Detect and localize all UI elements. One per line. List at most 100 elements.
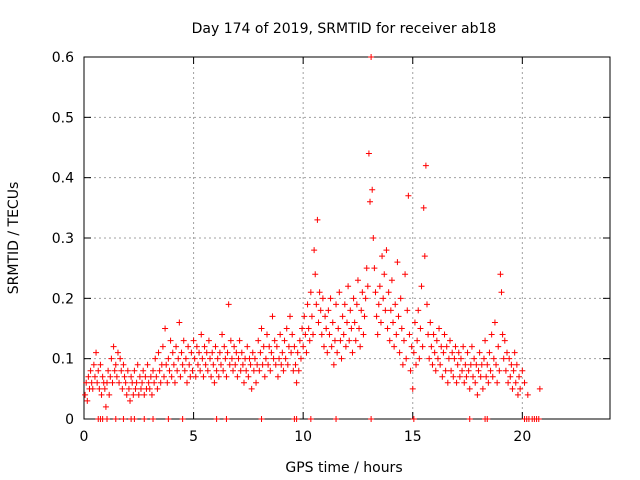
data-point (361, 313, 368, 320)
data-point (253, 379, 260, 386)
data-point (508, 361, 515, 368)
data-point (428, 343, 435, 350)
data-point (91, 373, 98, 380)
data-point (314, 216, 321, 223)
data-point (473, 361, 480, 368)
data-point (380, 295, 387, 302)
data-point (280, 367, 287, 374)
data-point (211, 379, 218, 386)
data-point (410, 349, 417, 356)
data-point (431, 349, 438, 356)
data-point (290, 367, 297, 374)
y-tick-label: 0.2 (52, 291, 74, 307)
data-point (179, 416, 186, 422)
data-point (486, 349, 493, 356)
data-point (127, 397, 134, 404)
data-point (213, 416, 220, 422)
data-point (228, 355, 235, 362)
data-point (279, 349, 286, 356)
data-point (119, 385, 126, 392)
data-point (174, 367, 181, 374)
data-point (231, 343, 238, 350)
data-point (176, 319, 183, 326)
data-point (289, 331, 296, 338)
data-point (238, 349, 245, 356)
data-point (267, 367, 274, 374)
data-point (395, 313, 402, 320)
data-point (417, 325, 424, 332)
data-point (398, 325, 405, 332)
data-point (213, 367, 220, 374)
data-point (387, 307, 394, 314)
data-point (340, 331, 347, 338)
data-point (292, 361, 299, 368)
data-point (323, 325, 330, 332)
data-point (120, 361, 127, 368)
data-point (194, 361, 201, 368)
data-point (234, 373, 241, 380)
data-point (359, 289, 366, 296)
data-point (467, 361, 474, 368)
data-point (477, 373, 484, 380)
data-point (536, 385, 543, 392)
data-point (316, 289, 323, 296)
data-point (214, 355, 221, 362)
data-point (368, 54, 375, 60)
data-point (257, 349, 264, 356)
data-point (449, 349, 456, 356)
data-point (255, 337, 262, 344)
data-point (94, 379, 101, 386)
data-point (287, 313, 294, 320)
data-point (273, 343, 280, 350)
data-point (312, 271, 319, 278)
data-point (442, 367, 449, 374)
data-point (106, 391, 113, 398)
data-point (502, 367, 509, 374)
x-tick-label: 10 (294, 429, 312, 445)
data-point (388, 277, 395, 284)
data-point (122, 379, 129, 386)
data-point (259, 361, 266, 368)
data-point (180, 337, 187, 344)
data-point (382, 307, 389, 314)
data-point (216, 349, 223, 356)
data-point (384, 325, 391, 332)
data-point (173, 343, 180, 350)
data-point (347, 307, 354, 314)
data-point (466, 385, 473, 392)
data-point (109, 379, 116, 386)
data-point (474, 391, 481, 398)
data-point (419, 343, 426, 350)
data-point (240, 379, 247, 386)
data-point (483, 373, 490, 380)
data-point (374, 331, 381, 338)
y-axis-label: SRMTID / TECUs (6, 182, 22, 295)
data-point (493, 361, 500, 368)
data-point (89, 385, 96, 392)
data-point (101, 385, 108, 392)
data-point (331, 337, 338, 344)
data-point (488, 331, 495, 338)
data-point (108, 355, 115, 362)
data-point (390, 319, 397, 326)
data-point (394, 259, 401, 266)
y-tick-label: 0.4 (52, 171, 74, 187)
data-point (453, 379, 460, 386)
data-point (204, 367, 211, 374)
data-point (118, 367, 125, 374)
data-point (463, 373, 470, 380)
data-point (444, 379, 451, 386)
data-point (421, 253, 428, 260)
data-point (500, 355, 507, 362)
data-point (227, 337, 234, 344)
data-point (181, 367, 188, 374)
data-point (150, 416, 157, 422)
data-point (441, 331, 448, 338)
data-point (285, 343, 292, 350)
data-point (243, 367, 250, 374)
data-point (90, 361, 97, 368)
data-point (409, 385, 416, 392)
data-point (351, 319, 358, 326)
data-point (96, 385, 103, 392)
data-point (521, 379, 528, 386)
